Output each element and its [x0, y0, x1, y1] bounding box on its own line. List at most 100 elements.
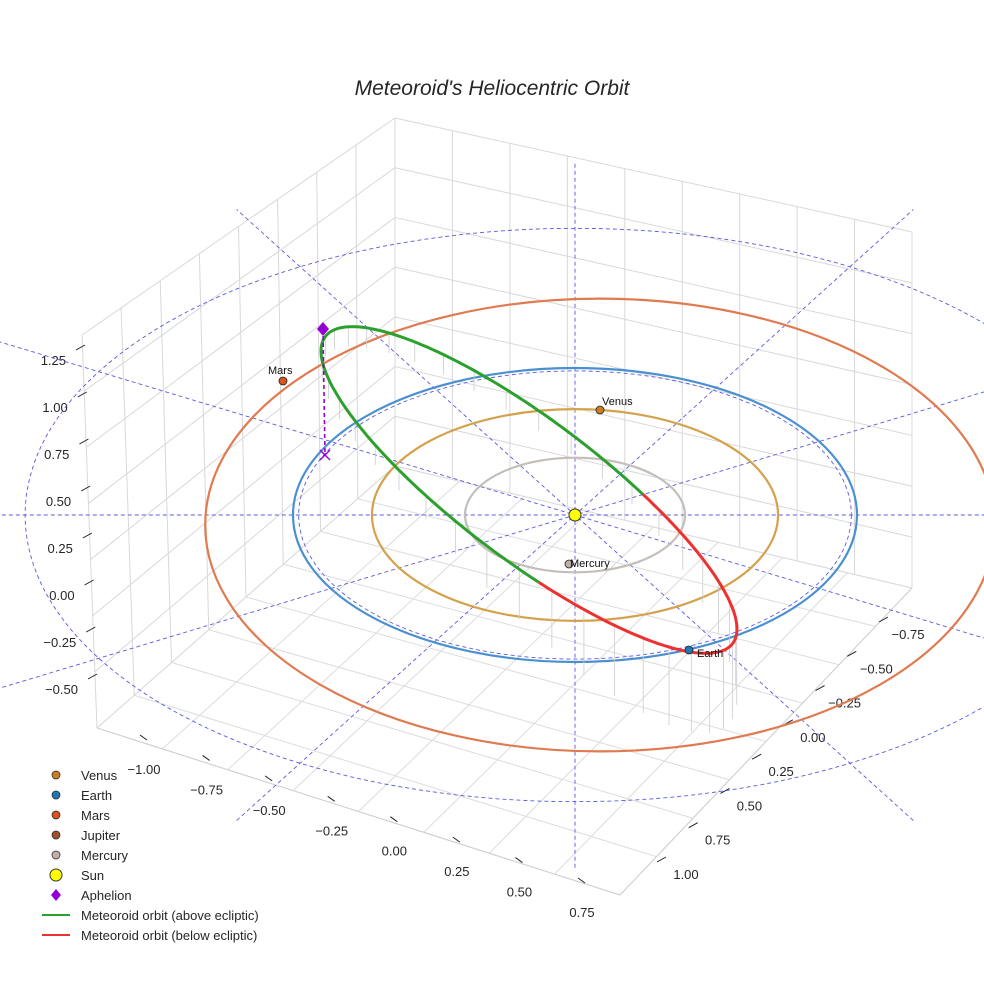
legend-label: Jupiter [81, 828, 121, 843]
grid-line [394, 366, 913, 487]
orbit-venus [370, 408, 780, 622]
aphelion-projection [319, 449, 331, 461]
grid-line [81, 117, 396, 336]
aphelion-drop [322, 328, 326, 456]
tick-mark [452, 836, 461, 843]
legend-swatch [51, 770, 61, 780]
x-tick-label: 0.50 [507, 885, 532, 900]
x-tick-label: 0.75 [569, 905, 594, 920]
legend: Venus Earth Mars Jupiter Mercury Sun Aphelion M… [42, 768, 259, 943]
x-tick-label: 0.25 [444, 864, 469, 879]
grid-line [355, 145, 359, 499]
grid-line [227, 496, 525, 771]
y-tick-label: −0.75 [892, 627, 925, 642]
tick-mark [86, 626, 96, 633]
legend-label: Aphelion [81, 888, 132, 903]
axis-edge [619, 587, 913, 896]
y-tick-label: 0.50 [737, 798, 762, 813]
legend-swatch [51, 830, 61, 840]
grid-line [423, 541, 719, 833]
tick-mark [327, 795, 336, 802]
axis-edge [96, 727, 621, 896]
planet-mars [278, 376, 288, 386]
z-tick-label: −0.25 [43, 635, 76, 650]
x-tick-label: −1.00 [128, 762, 161, 777]
chart-title: Meteoroid's Heliocentric Orbit [355, 77, 631, 100]
grid-line [358, 526, 654, 812]
legend-label: Mars [81, 808, 110, 823]
grid-line [292, 511, 590, 791]
axis-ticks: 1.25 1.00 0.75 0.50 0.25 0.00 −0.25 −0.50 −1.00 −… [41, 344, 925, 920]
planet-label: Earth [697, 648, 723, 660]
grid-line [81, 334, 98, 729]
legend-label: Meteoroid orbit (below ecliptic) [81, 928, 257, 943]
tick-mark [515, 857, 523, 863]
tick-mark [720, 787, 730, 794]
meteoroid-orbit-below [537, 493, 739, 655]
tick-mark [80, 485, 91, 492]
tick-mark [84, 579, 94, 586]
aphelion-marker [317, 322, 329, 336]
y-tick-label: 0.75 [705, 833, 730, 848]
y-tick-label: −0.50 [860, 661, 893, 676]
tick-mark [389, 816, 398, 823]
grid-line [238, 226, 247, 598]
legend-swatch [51, 790, 61, 800]
grid-line [120, 307, 135, 696]
tick-mark [77, 391, 87, 398]
grid-line [488, 557, 784, 854]
planet-earth [684, 645, 694, 655]
z-tick-label: 1.25 [41, 353, 66, 368]
grid-line [96, 465, 396, 729]
grid-line [394, 316, 913, 436]
legend-label: Mercury [81, 848, 128, 863]
planet-mercury [564, 559, 574, 569]
x-tick-label: −0.25 [315, 823, 348, 838]
legend-swatch [51, 810, 61, 820]
legend-swatch [51, 850, 61, 860]
tick-mark [577, 877, 586, 884]
grid-line [94, 415, 396, 673]
planet-label: Venus [602, 396, 633, 408]
grid-line [554, 572, 848, 875]
orbit-earth [291, 366, 859, 664]
tick-mark [139, 734, 148, 741]
tick-mark [75, 344, 86, 351]
grid-line [85, 217, 396, 448]
tick-mark [847, 650, 857, 657]
grid-line [159, 280, 172, 663]
legend-swatch [49, 868, 63, 882]
x-tick-label: −0.50 [253, 803, 286, 818]
tick-mark [815, 685, 825, 692]
z-tick-label: 0.75 [44, 447, 69, 462]
grid-line [394, 117, 913, 233]
tick-mark [878, 616, 889, 623]
grid-line [394, 167, 913, 284]
grid-line [92, 366, 396, 617]
grid-line [394, 415, 913, 538]
grid-line [394, 266, 913, 386]
z-tick-label: 1.00 [42, 400, 67, 415]
tick-mark [82, 532, 93, 539]
y-tick-label: 0.25 [768, 764, 793, 779]
tick-mark [656, 856, 667, 863]
y-tick-label: 1.00 [673, 867, 698, 882]
markers: Venus Earth Mars Mercury [268, 322, 723, 660]
grid-line [162, 480, 460, 750]
z-tick-label: 0.25 [48, 541, 73, 556]
tick-mark [688, 822, 698, 829]
axis-grid [81, 117, 913, 896]
legend-label: Venus [81, 768, 118, 783]
tick-mark [87, 673, 98, 680]
tick-mark [751, 753, 762, 760]
y-tick-label: 0.00 [800, 730, 825, 745]
z-tick-label: −0.50 [45, 682, 78, 697]
planet-venus [595, 405, 605, 415]
tick-mark [264, 775, 273, 782]
x-tick-label: 0.00 [382, 844, 407, 859]
grid-line [90, 316, 396, 560]
z-tick-label: 0.00 [49, 588, 74, 603]
meteoroid-orbit-above [319, 325, 645, 584]
tick-mark [202, 755, 210, 761]
